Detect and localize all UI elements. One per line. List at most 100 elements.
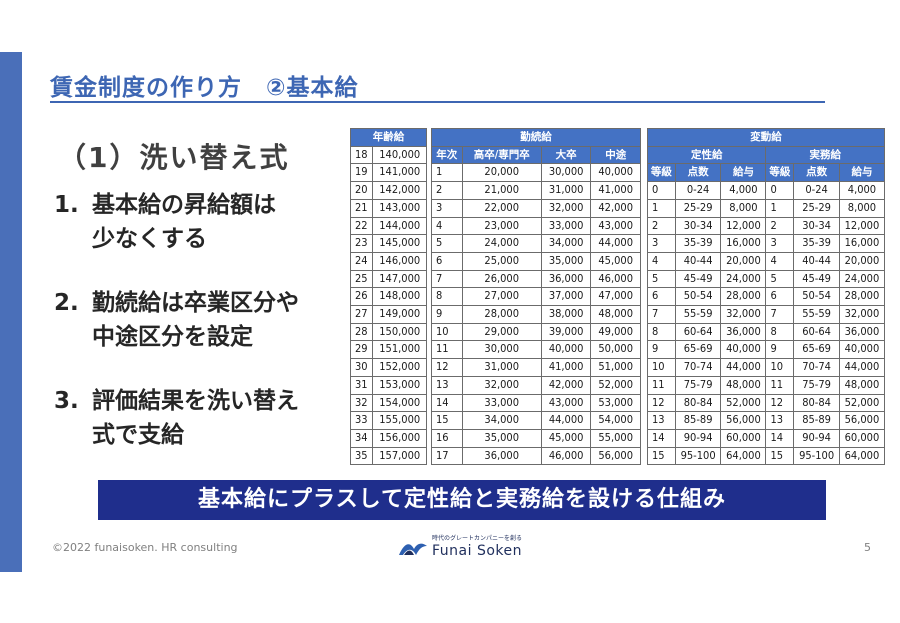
score-cell: 85-89: [674, 411, 722, 430]
pay-cell: 37,000: [540, 287, 592, 307]
table-row: 3 35-39 16,000 3 35-39 16,000: [647, 234, 886, 253]
age-pay-table: 年齢給 18 140,000 19 141,000 20 142,000 21 143,000…: [349, 128, 427, 466]
table-row: 27 149,000: [349, 305, 427, 324]
grade-cell: 15: [647, 446, 676, 466]
year-cell: 12: [431, 358, 463, 377]
pay-cell: 21,000: [461, 181, 542, 200]
table-row: 13 85-89 56,000 13 85-89 56,000: [647, 411, 886, 430]
grade-cell: 3: [765, 234, 795, 253]
table-row: 10 29,000 39,000 49,000: [431, 322, 641, 342]
score-cell: 95-100: [674, 446, 722, 466]
table-row: 6 25,000 35,000 45,000: [431, 251, 641, 271]
age-cell: 22: [349, 216, 374, 236]
pay-cell: 39,000: [540, 322, 592, 342]
point-number: 2.: [54, 290, 79, 316]
pay-cell: 52,000: [590, 375, 641, 395]
pay-cell: 40,000: [720, 340, 767, 360]
grade-cell: 14: [765, 428, 795, 448]
year-cell: 13: [431, 375, 463, 395]
pay-cell: 56,000: [838, 411, 886, 430]
pay-cell: 28,000: [720, 287, 767, 307]
grade-cell: 8: [647, 322, 676, 342]
pay-cell: 30,000: [461, 340, 542, 360]
grade-cell: 6: [765, 287, 795, 307]
pay-cell: 142,000: [372, 181, 427, 200]
point-text: 勤続給は卒業区分や 中途区分を設定: [92, 290, 299, 350]
table-header: 変動給: [647, 128, 885, 147]
pay-cell: 28,000: [838, 287, 886, 307]
table-row: 5 45-49 24,000 5 45-49 24,000: [647, 269, 886, 289]
grade-cell: 0: [765, 181, 795, 200]
column-header: 等級: [765, 163, 795, 183]
age-cell: 27: [349, 305, 374, 324]
age-cell: 19: [349, 163, 374, 183]
score-cell: 25-29: [793, 198, 840, 218]
age-cell: 32: [349, 393, 374, 413]
age-cell: 29: [349, 340, 374, 360]
pay-cell: 64,000: [838, 446, 886, 466]
year-cell: 1: [431, 163, 463, 183]
score-cell: 25-29: [674, 198, 722, 218]
grade-cell: 1: [647, 198, 676, 218]
year-cell: 16: [431, 428, 463, 448]
score-cell: 70-74: [793, 358, 840, 377]
table-row: 24 146,000: [349, 251, 427, 271]
column-header: 中途: [590, 145, 641, 165]
year-cell: 14: [431, 393, 463, 413]
year-cell: 10: [431, 322, 463, 342]
pay-cell: 31,000: [461, 358, 542, 377]
score-cell: 80-84: [793, 393, 840, 413]
grade-cell: 10: [765, 358, 795, 377]
pay-cell: 29,000: [461, 322, 542, 342]
score-cell: 50-54: [674, 287, 722, 307]
score-cell: 50-54: [793, 287, 840, 307]
score-cell: 45-49: [793, 269, 840, 289]
table-row: 34 156,000: [349, 428, 427, 448]
table-row: 15 95-100 64,000 15 95-100 64,000: [647, 446, 886, 466]
pay-cell: 20,000: [461, 163, 542, 183]
table-row: 11 75-79 48,000 11 75-79 48,000: [647, 375, 886, 395]
table-row: 28 150,000: [349, 322, 427, 342]
grade-cell: 7: [647, 305, 676, 324]
point-list: 1. 基本給の昇給額は 少なくする 2. 勤続給は卒業区分や 中途区分を設定 3…: [54, 188, 344, 482]
pay-cell: 24,000: [838, 269, 886, 289]
pay-cell: 44,000: [590, 234, 641, 253]
pay-cell: 25,000: [461, 251, 542, 271]
pay-cell: 49,000: [590, 322, 641, 342]
table-row: 35 157,000: [349, 446, 427, 466]
year-cell: 9: [431, 305, 463, 324]
pay-cell: 48,000: [590, 305, 641, 324]
pay-cell: 28,000: [461, 305, 542, 324]
pay-cell: 48,000: [720, 375, 767, 395]
table-row: 23 145,000: [349, 234, 427, 253]
grade-cell: 1: [765, 198, 795, 218]
score-cell: 95-100: [793, 446, 840, 466]
point-item: 1. 基本給の昇給額は 少なくする: [54, 188, 344, 256]
pay-cell: 44,000: [720, 358, 767, 377]
column-header: 大卒: [540, 145, 592, 165]
table-row: 17 36,000 46,000 56,000: [431, 446, 641, 466]
pay-cell: 154,000: [372, 393, 427, 413]
pay-cell: 8,000: [838, 198, 886, 218]
pay-cell: 4,000: [720, 181, 767, 200]
pay-cell: 153,000: [372, 375, 427, 395]
year-cell: 4: [431, 216, 463, 236]
pay-cell: 31,000: [540, 181, 592, 200]
pay-cell: 36,000: [461, 446, 542, 466]
pay-cell: 16,000: [838, 234, 886, 253]
age-cell: 30: [349, 358, 374, 377]
grade-cell: 12: [647, 393, 676, 413]
grade-cell: 5: [765, 269, 795, 289]
pay-cell: 140,000: [372, 145, 427, 165]
point-item: 2. 勤続給は卒業区分や 中途区分を設定: [54, 286, 344, 354]
grade-cell: 9: [647, 340, 676, 360]
pay-cell: 27,000: [461, 287, 542, 307]
year-cell: 7: [431, 269, 463, 289]
point-number: 3.: [54, 388, 79, 414]
table-row: 8 27,000 37,000 47,000: [431, 287, 641, 307]
table-row: 9 65-69 40,000 9 65-69 40,000: [647, 340, 886, 360]
score-cell: 65-69: [674, 340, 722, 360]
pay-cell: 36,000: [720, 322, 767, 342]
year-cell: 17: [431, 446, 463, 466]
